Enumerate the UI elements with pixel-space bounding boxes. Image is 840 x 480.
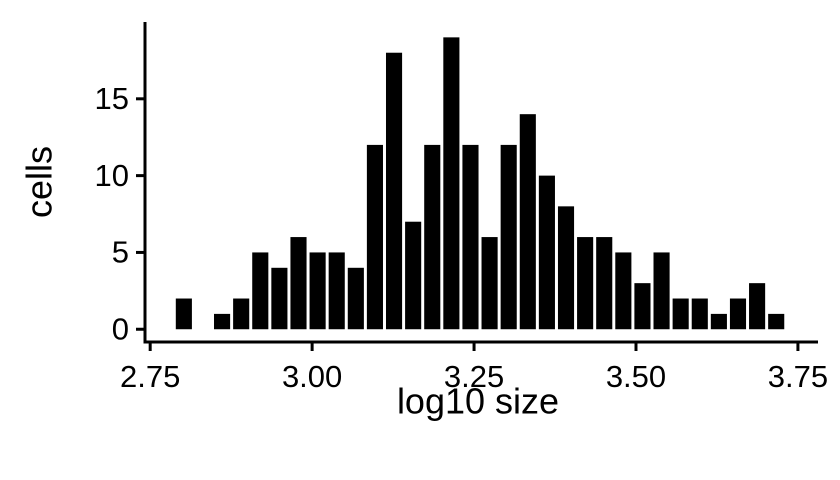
bar — [424, 144, 441, 330]
bar — [347, 267, 364, 330]
y-tick-label: 5 — [112, 235, 129, 270]
bar — [405, 221, 422, 330]
bar — [309, 252, 326, 330]
bar — [615, 252, 632, 330]
bar — [577, 237, 594, 330]
bar — [366, 144, 383, 330]
x-axis-label: log10 size — [397, 381, 559, 422]
bar — [749, 283, 766, 330]
x-tick-label: 3.75 — [768, 359, 828, 394]
bar — [519, 114, 536, 330]
bar — [672, 298, 689, 330]
bar — [290, 237, 307, 330]
bar — [252, 252, 269, 330]
bar — [729, 298, 747, 330]
bar — [271, 267, 288, 330]
bar — [634, 283, 651, 330]
bar — [214, 313, 231, 330]
bar — [557, 206, 575, 330]
bar — [385, 52, 403, 330]
bar — [538, 175, 555, 330]
x-tick-label: 2.75 — [120, 359, 180, 394]
bar — [175, 298, 192, 330]
x-tick-label: 3.00 — [282, 359, 342, 394]
y-tick-label: 15 — [95, 81, 129, 116]
bar — [710, 313, 727, 330]
bar — [768, 313, 785, 330]
y-tick-label: 10 — [95, 158, 129, 193]
bar — [653, 252, 670, 330]
y-axis-label: cells — [19, 146, 60, 218]
bar — [500, 144, 517, 330]
bar — [481, 237, 498, 330]
bar — [691, 298, 708, 330]
bar — [596, 237, 613, 330]
bar — [328, 252, 345, 330]
x-tick-label: 3.50 — [606, 359, 666, 394]
bar — [462, 144, 479, 330]
bar — [443, 37, 460, 330]
bar — [233, 298, 250, 330]
x-tick-label: 3.25 — [444, 359, 504, 394]
y-tick-label: 0 — [112, 311, 129, 346]
